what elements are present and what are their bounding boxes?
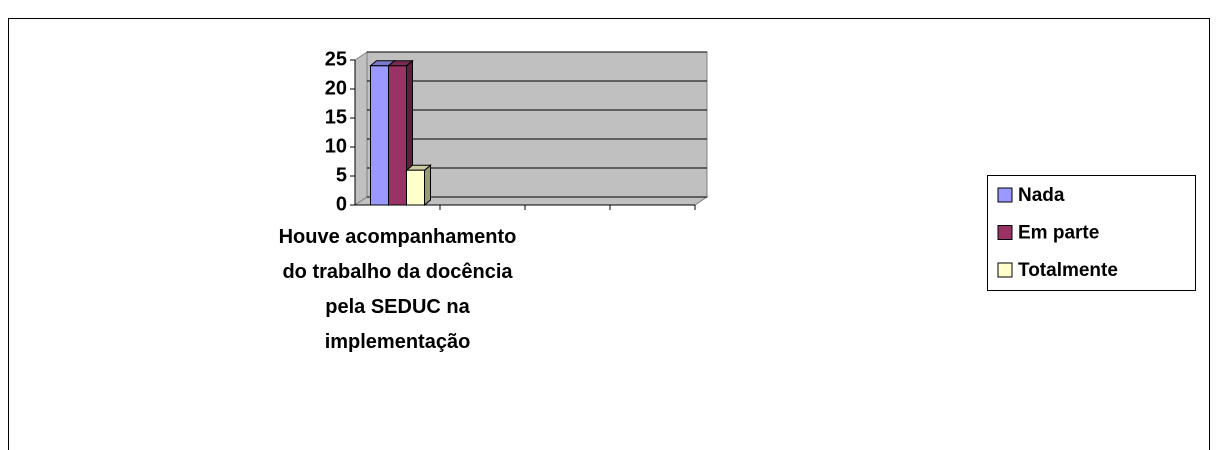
bar: [388, 65, 407, 206]
legend-box: [987, 175, 1196, 291]
x-tick-label: Houve acompanhamento do trabalho da docê…: [278, 226, 524, 353]
legend-label: Totalmente: [1018, 260, 1118, 281]
y-tick-label: 5: [336, 164, 347, 186]
bar: [370, 65, 389, 206]
legend-label: Nada: [1018, 185, 1065, 206]
bar: [406, 169, 425, 206]
y-tick-label: 0: [336, 193, 347, 215]
chart-border: [8, 18, 1210, 450]
legend-swatch: [997, 187, 1013, 203]
side-wall: [354, 51, 368, 206]
y-tick-label: 15: [325, 106, 347, 128]
y-tick-label: 25: [325, 48, 347, 70]
y-tick-label: 10: [325, 135, 347, 157]
legend-label: Em parte: [1018, 223, 1099, 244]
legend-swatch: [997, 225, 1013, 240]
legend-swatch: [997, 262, 1013, 278]
y-tick-label: 20: [325, 77, 347, 99]
bar-side: [424, 164, 431, 207]
